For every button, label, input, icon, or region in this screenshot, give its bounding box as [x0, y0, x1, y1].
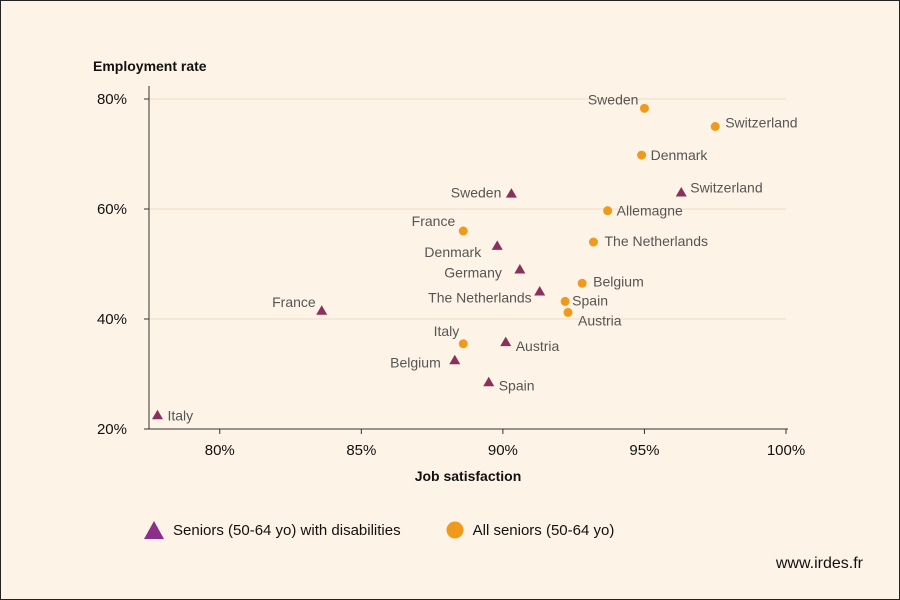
circle-marker — [563, 307, 573, 317]
circle-marker — [710, 122, 720, 131]
circle-marker — [458, 226, 468, 236]
point-label: Sweden — [451, 185, 502, 201]
point-label: Austria — [516, 338, 560, 354]
point-label: Belgium — [593, 273, 644, 289]
grid — [149, 98, 786, 320]
point-label: Belgium — [390, 354, 441, 370]
legend: Seniors (50-64 yo) with disabilities All… — [143, 520, 614, 540]
triangle-marker — [675, 187, 687, 197]
y-tick-label: 40% — [97, 311, 127, 328]
point-label: France — [412, 213, 456, 229]
triangle-marker — [491, 240, 503, 250]
triangle-marker — [151, 409, 163, 420]
point-label: Allemagne — [617, 203, 683, 219]
data-points: Italy France Belgium Spain Austria Denmark Ger… — [151, 91, 798, 423]
source-credit: www.irdes.fr — [775, 555, 863, 572]
circle-marker — [458, 339, 468, 349]
point-label: Denmark — [424, 244, 482, 260]
axes — [148, 86, 788, 430]
triangle-marker — [316, 305, 328, 315]
point-label: Italy — [434, 323, 460, 339]
legend-item-disabilities: Seniors (50-64 yo) with disabilities — [143, 520, 401, 540]
point-label: Switzerland — [690, 180, 762, 196]
triangle-marker — [505, 188, 517, 198]
y-tick-label: 20% — [97, 421, 127, 438]
triangle-marker — [514, 264, 526, 274]
y-tick-label: 60% — [97, 201, 127, 218]
point-label: Spain — [499, 377, 535, 393]
triangle-marker — [483, 376, 495, 387]
legend-item-all-seniors: All seniors (50-64 yo) — [445, 520, 615, 540]
point-label: Spain — [572, 292, 608, 308]
point-label: Sweden — [588, 91, 639, 107]
circle-marker — [577, 278, 587, 288]
point-label: Germany — [444, 265, 502, 281]
point-label: Switzerland — [725, 115, 797, 131]
triangle-marker — [500, 336, 512, 347]
x-axis-title: Job satisfaction — [415, 468, 522, 484]
x-tick-label: 95% — [629, 442, 659, 459]
point-label: The Netherlands — [604, 233, 708, 249]
circle-marker-icon — [446, 521, 464, 539]
point-label: Denmark — [651, 147, 709, 163]
circle-marker — [639, 103, 649, 113]
circle-marker — [637, 150, 647, 160]
legend-label-all-seniors: All seniors (50-64 yo) — [472, 521, 615, 539]
x-tick-label: 85% — [346, 442, 376, 459]
y-tick-label: 80% — [97, 91, 127, 108]
triangle-marker-icon — [144, 521, 164, 539]
circle-marker — [603, 206, 613, 216]
circle-marker — [588, 237, 598, 247]
x-tick-label: 100% — [767, 442, 805, 459]
x-tick-label: 90% — [488, 442, 518, 459]
y-axis-title: Employment rate — [93, 58, 207, 74]
circle-marker — [560, 296, 570, 306]
point-label: The Netherlands — [428, 290, 532, 306]
triangle-marker — [449, 354, 461, 365]
triangle-marker — [534, 286, 546, 296]
legend-label-disabilities: Seniors (50-64 yo) with disabilities — [173, 521, 401, 539]
point-label: Austria — [578, 312, 622, 328]
x-tick-label: 80% — [205, 442, 235, 459]
ticks: 20% 40% 60% 80% 80% 85% 90% 95% 100% — [97, 91, 805, 459]
point-label: France — [272, 294, 316, 310]
point-label: Italy — [167, 407, 193, 423]
